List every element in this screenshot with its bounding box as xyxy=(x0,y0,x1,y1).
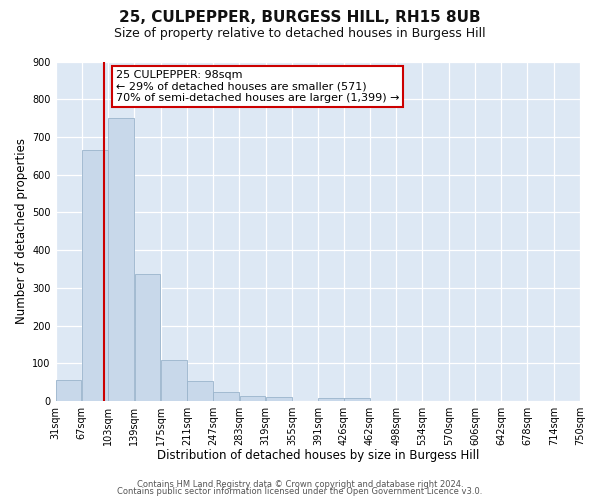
Text: Contains HM Land Registry data © Crown copyright and database right 2024.: Contains HM Land Registry data © Crown c… xyxy=(137,480,463,489)
Text: Contains public sector information licensed under the Open Government Licence v3: Contains public sector information licen… xyxy=(118,487,482,496)
Text: Size of property relative to detached houses in Burgess Hill: Size of property relative to detached ho… xyxy=(114,28,486,40)
X-axis label: Distribution of detached houses by size in Burgess Hill: Distribution of detached houses by size … xyxy=(157,450,479,462)
Bar xyxy=(319,398,344,401)
Text: 25, CULPEPPER, BURGESS HILL, RH15 8UB: 25, CULPEPPER, BURGESS HILL, RH15 8UB xyxy=(119,10,481,25)
Bar xyxy=(134,274,160,401)
Bar xyxy=(187,381,213,401)
Bar xyxy=(344,398,370,401)
Bar xyxy=(266,398,292,401)
Y-axis label: Number of detached properties: Number of detached properties xyxy=(15,138,28,324)
Bar xyxy=(239,396,265,401)
Bar xyxy=(56,380,82,401)
Bar xyxy=(109,118,134,401)
Bar xyxy=(82,150,108,401)
Bar xyxy=(161,360,187,401)
Bar xyxy=(214,392,239,401)
Text: 25 CULPEPPER: 98sqm
← 29% of detached houses are smaller (571)
70% of semi-detac: 25 CULPEPPER: 98sqm ← 29% of detached ho… xyxy=(116,70,400,103)
